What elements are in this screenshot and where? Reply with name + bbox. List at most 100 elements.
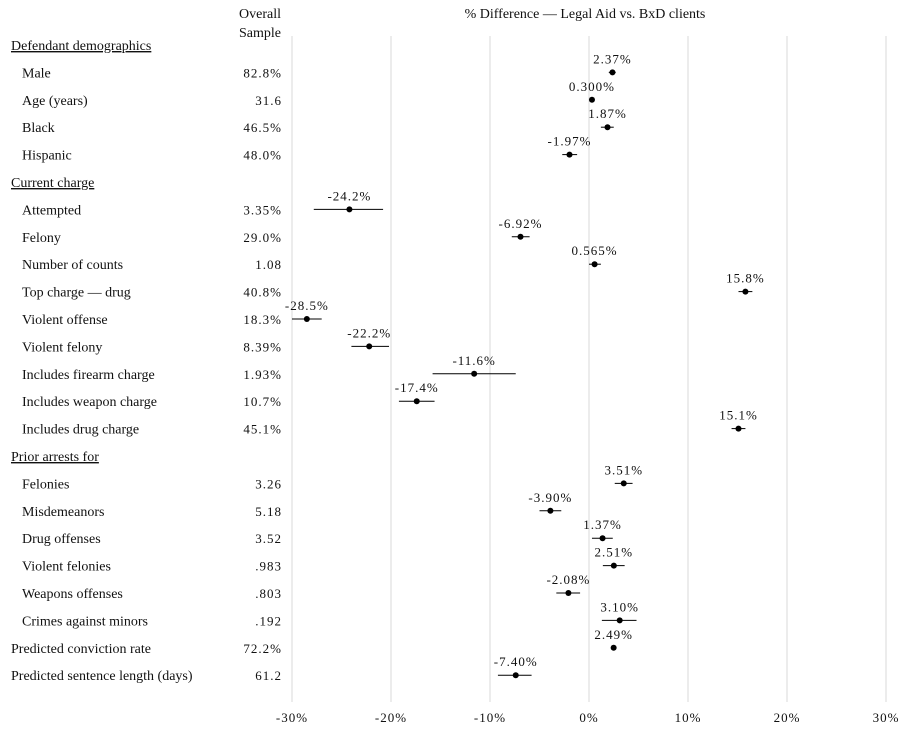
point-value-label: 0.565% [572,243,618,258]
row-label: Male [22,66,51,81]
table-row: Predicted sentence length (days) 61.2 -7.4… [11,654,538,684]
estimate-point [471,370,478,377]
point-value-label: -28.5% [285,298,329,313]
row-label: Misdemeanors [22,505,104,520]
table-row: Hispanic 48.0% -1.97% [22,134,592,164]
x-tick-label: 20% [774,710,801,725]
estimate-point [604,124,611,131]
estimate-point [616,617,623,624]
chart-title: % Difference — Legal Aid vs. BxD clients [465,7,706,22]
table-row: Top charge — drug 40.8% 15.8% [22,271,764,301]
table-row: Weapons offenses .803 -2.08% [22,572,590,602]
x-tick-label: 0% [579,710,598,725]
point-value-label: 1.37% [583,517,622,532]
row-label: Violent felonies [22,560,111,575]
estimate-point [366,343,373,350]
x-tick-label: -20% [375,710,407,725]
point-value-label: -6.92% [499,216,543,231]
overall-sample-value: 3.52 [255,531,282,546]
table-row: Felonies 3.26 3.51% [22,462,643,492]
overall-sample-value: 1.08 [255,257,282,272]
estimate-point [610,644,617,651]
estimate-point [512,672,519,679]
overall-sample-value: 10.7% [243,394,282,409]
point-value-label: -7.40% [494,654,538,669]
overall-sample-value: 82.8% [243,65,282,80]
point-value-label: -1.97% [548,134,592,149]
point-value-label: 3.51% [604,462,643,477]
point-value-label: -17.4% [395,380,439,395]
estimate-point [620,480,627,487]
overall-sample-value: 46.5% [243,120,282,135]
table-row: Violent felonies .983 2.51% [22,545,634,575]
estimate-point [413,398,420,405]
row-label: Felony [22,231,61,246]
overall-sample-value: 61.2 [255,668,282,683]
estimate-point [517,233,524,240]
x-tick-label: 30% [873,710,900,725]
row-label: Weapons offenses [22,587,123,602]
estimate-point [599,535,606,542]
overall-sample-value: 18.3% [243,312,282,327]
table-row: Misdemeanors 5.18 -3.90% [22,490,572,520]
overall-sample-value: 72.2% [243,641,282,656]
row-label: Attempted [22,203,81,218]
vertical-gridlines [291,36,887,702]
table-row: Crimes against minors .192 3.10% [22,599,639,629]
table-row: Drug offenses 3.52 1.37% [22,517,622,547]
overall-sample-value: 31.6 [255,93,282,108]
point-value-label: -2.08% [546,572,590,587]
row-label: Number of counts [22,258,123,273]
estimate-point [566,151,573,158]
row-label: Age (years) [22,94,88,109]
point-value-label: 0.300% [569,79,615,94]
table-row: Violent felony 8.39% -22.2% [22,325,391,355]
overall-sample-value: 3.26 [255,476,282,491]
estimate-point [591,261,598,268]
overall-sample-value: 29.0% [243,230,282,245]
row-label: Drug offenses [22,532,101,547]
estimate-point [610,562,617,569]
overall-sample-value: .192 [255,613,282,628]
point-value-label: -22.2% [347,325,391,340]
row-label: Includes firearm charge [22,368,155,383]
row-label: Violent offense [22,313,108,328]
table-row: Includes firearm charge 1.93% -11.6% [22,353,516,383]
x-tick-label: -10% [474,710,506,725]
point-value-label: -3.90% [528,490,572,505]
row-label: Predicted sentence length (days) [11,669,193,684]
section-label: Prior arrests for [11,450,99,465]
row-label: Hispanic [22,149,72,164]
row-label: Predicted conviction rate [11,642,151,657]
row-label: Black [22,121,55,136]
overall-sample-value: 40.8% [243,285,282,300]
overall-sample-value: .803 [255,586,282,601]
estimate-point [565,590,572,596]
estimate-point [609,69,616,76]
overall-sample-value: 1.93% [243,367,282,382]
point-value-label: 3.10% [600,599,639,614]
point-value-label: 2.51% [595,545,634,560]
row-label: Crimes against minors [22,614,148,629]
estimate-point [742,288,749,295]
estimate-point [346,206,353,213]
estimate-point [735,425,742,432]
estimate-point [547,507,554,514]
point-value-label: 2.49% [594,627,633,642]
row-label: Felonies [22,477,69,492]
overall-sample-value: 45.1% [243,422,282,437]
estimate-point [303,316,310,322]
overall-sample-value: 48.0% [243,148,282,163]
x-tick-label: -30% [276,710,308,725]
column-header-line-1: Overall [239,7,281,22]
section-label: Defendant demographics [11,39,151,54]
estimate-point [588,96,595,103]
table-row: Attempted 3.35% -24.2% [22,188,384,218]
table-row: Age (years) 31.6 0.300% [22,79,615,109]
row-label: Top charge — drug [22,286,131,301]
table-row: Predicted conviction rate 72.2% 2.49% [11,627,633,657]
x-axis-ticks: -30% -20% -10% 0% 10% 20% 30% [276,710,900,725]
x-tick-label: 10% [675,710,702,725]
point-value-label: 15.1% [719,408,758,423]
table-row: Includes drug charge 45.1% 15.1% [22,408,758,438]
